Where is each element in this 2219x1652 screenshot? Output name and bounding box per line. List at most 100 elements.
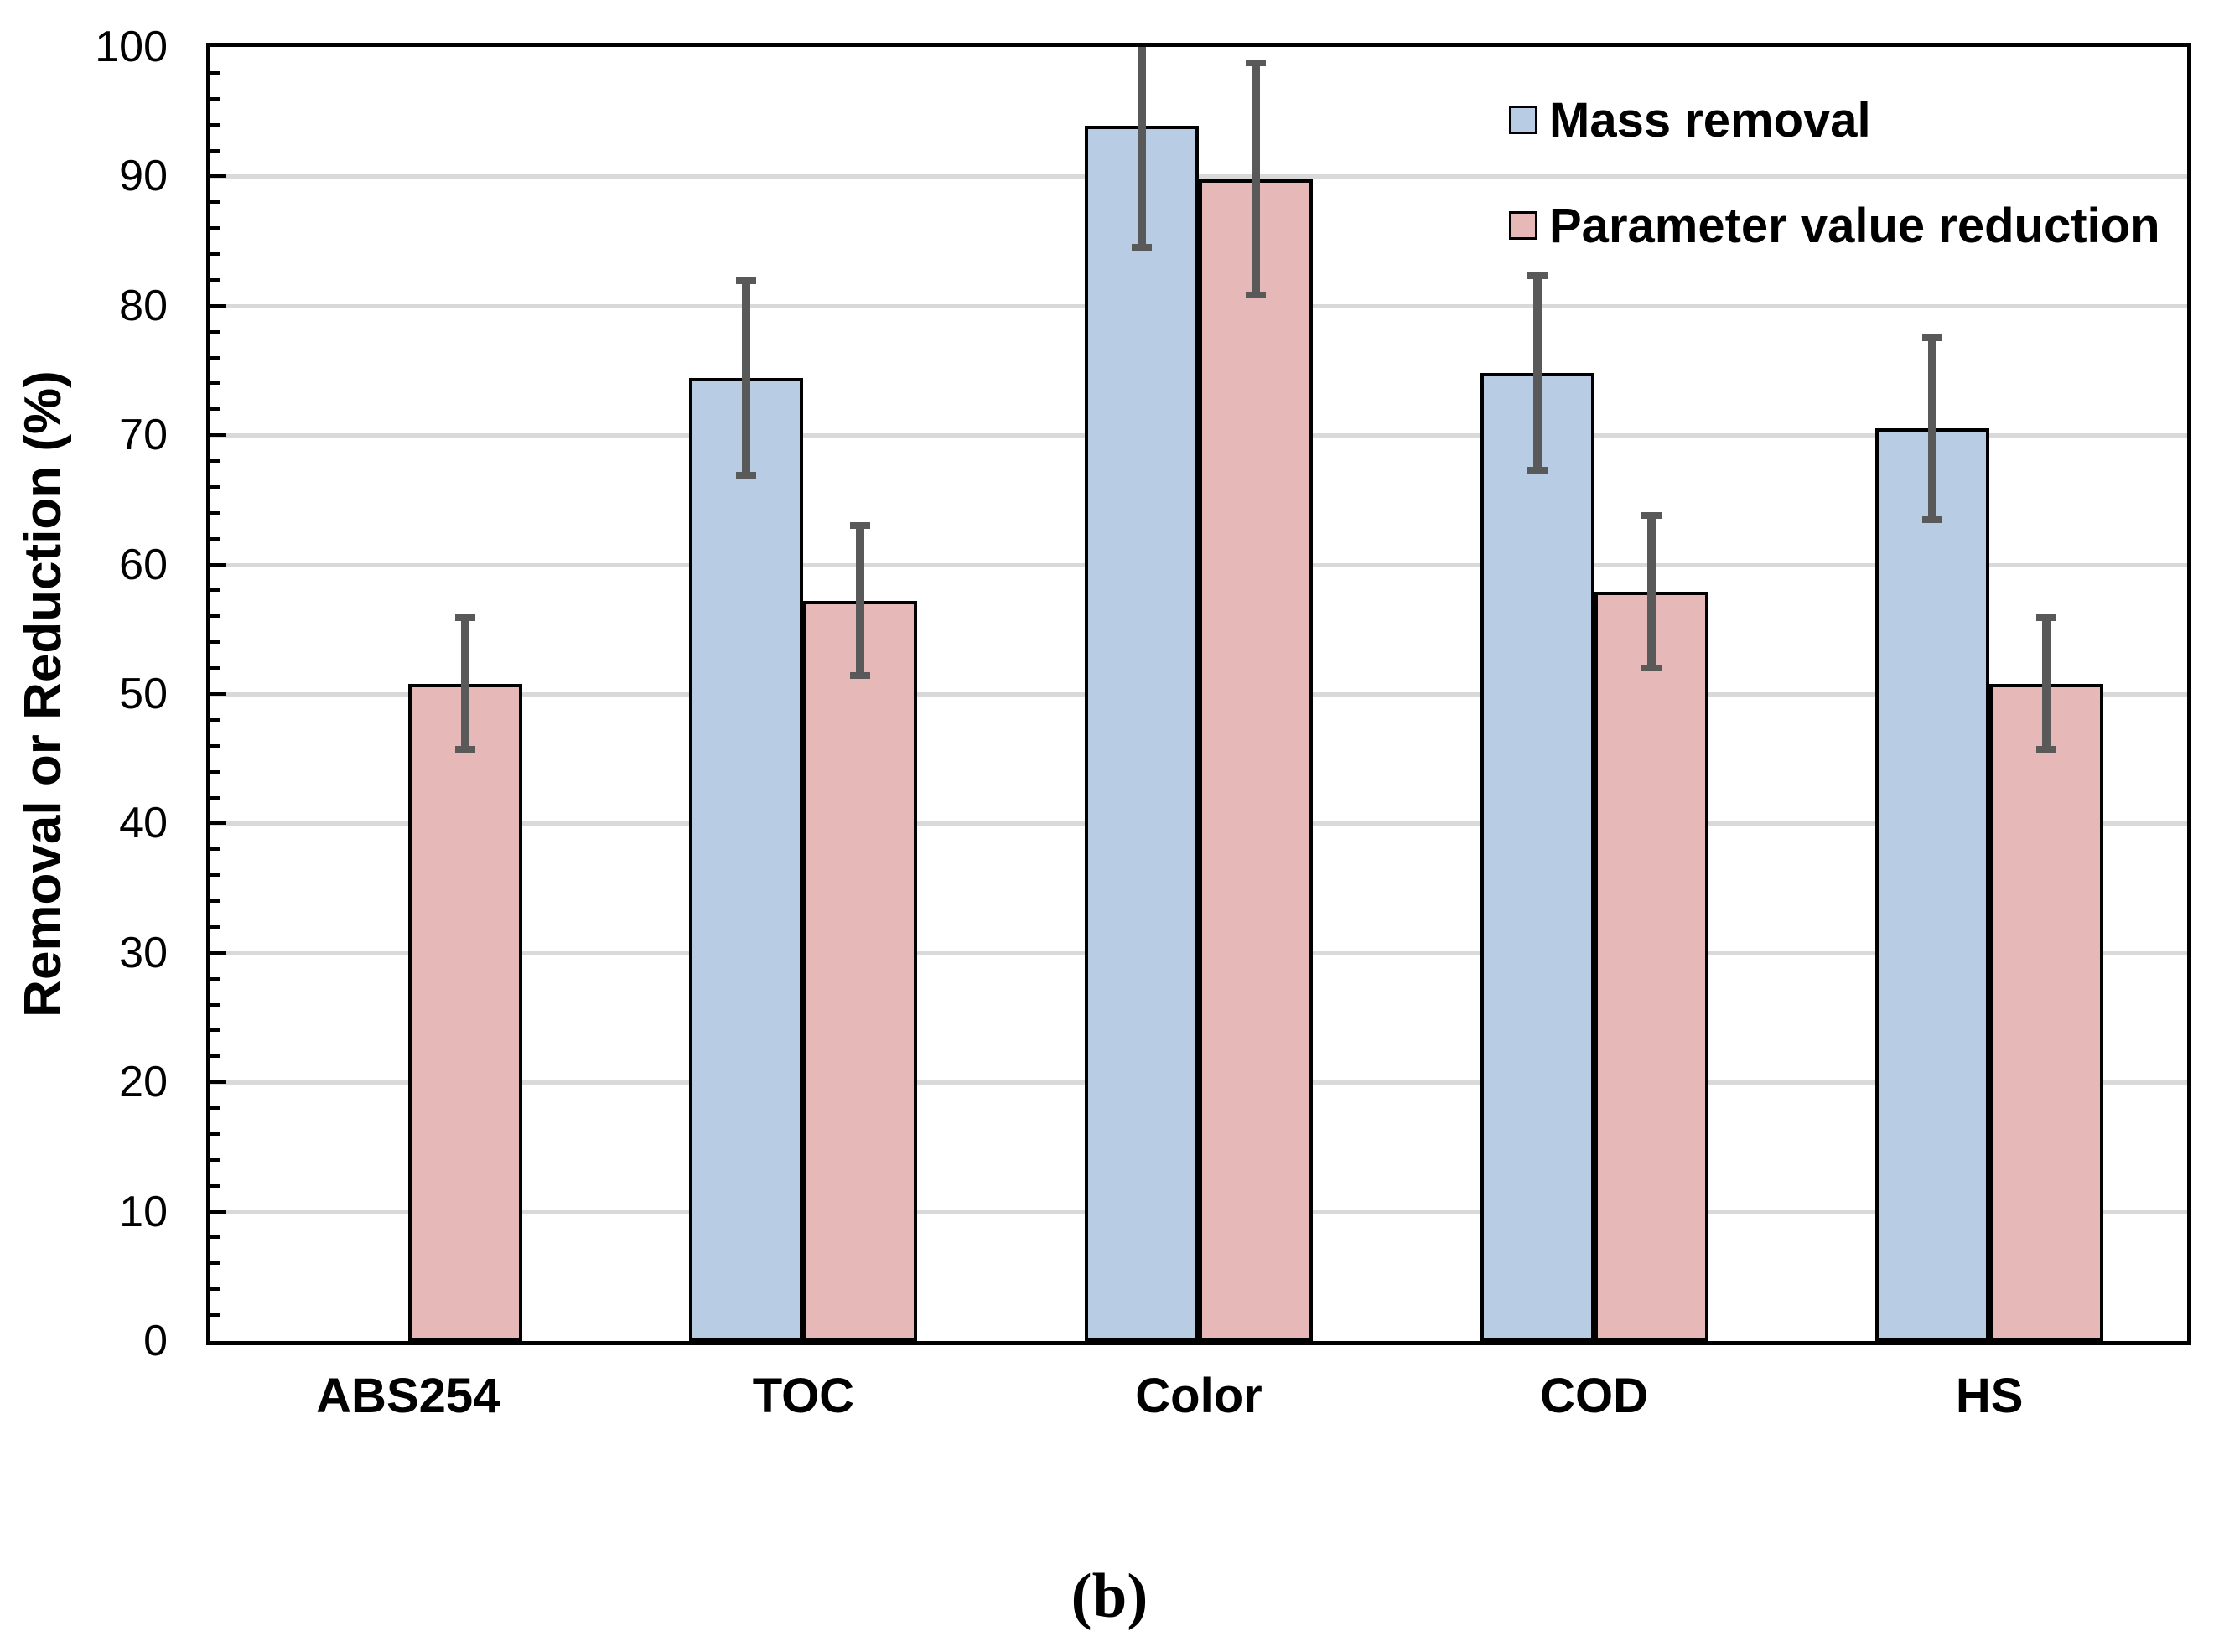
y-axis-minor-tick [210,847,220,852]
y-axis-tick-label: 10 [119,1187,168,1236]
y-axis-minor-tick [210,226,220,230]
y-axis-major-tick [210,1080,226,1085]
error-bar-parameter-value-reduction-abs254 [460,617,469,750]
error-bar-bottom-cap [454,746,475,753]
y-axis-minor-tick [210,1261,220,1266]
error-bar-bottom-cap [1922,515,1943,523]
y-axis-minor-tick [210,355,220,360]
y-axis-minor-tick [210,484,220,489]
error-bar-top-cap [454,614,475,621]
y-axis-major-tick [210,692,226,696]
y-axis-minor-tick [210,1028,220,1033]
y-axis-tick-label: 50 [119,670,168,718]
error-bar-parameter-value-reduction-cod [1646,515,1656,669]
y-axis-major-tick [210,433,226,438]
x-axis-category-label: HS [1955,1369,2024,1423]
y-axis-tick-label: 0 [143,1317,168,1365]
error-bar-bottom-cap [736,472,757,479]
bar-mass-removal-hs [1875,428,1990,1341]
error-bar-mass-removal-toc [742,281,751,476]
y-axis-minor-tick [210,666,220,671]
y-axis-minor-tick [210,200,220,205]
plot-area [206,43,2191,1345]
error-bar-parameter-value-reduction-toc [856,526,865,676]
legend-entry-mass-removal: Mass removal [1509,89,2160,151]
y-axis-tick-label: 90 [119,152,168,201]
error-bar-parameter-value-reduction-hs [2042,617,2051,750]
y-axis-minor-tick [210,148,220,153]
y-axis-tick-label: 40 [119,799,168,848]
bar-mass-removal-toc [689,378,804,1341]
y-axis-minor-tick [210,1054,220,1059]
y-axis-minor-tick [210,252,220,256]
y-axis-minor-tick [210,899,220,904]
y-axis-minor-tick [210,717,220,722]
y-axis-minor-tick [210,924,220,929]
x-axis-category-label: COD [1540,1369,1649,1423]
error-bar-top-cap [2036,614,2057,621]
y-axis-minor-tick [210,873,220,878]
y-axis-minor-tick [210,1235,220,1240]
error-bar-top-cap [850,522,871,530]
y-axis-major-tick [210,562,226,567]
figure-caption: (b) [1071,1561,1148,1631]
y-axis-minor-tick [210,1183,220,1188]
error-bar-mass-removal-hs [1928,338,1937,520]
y-axis-tick-label: 70 [119,411,168,460]
legend-label-parameter-value-reduction: Parameter value reduction [1549,198,2160,253]
error-bar-bottom-cap [1641,665,1662,672]
y-axis-minor-tick [210,1287,220,1292]
y-axis-tick-label: 60 [119,540,168,589]
y-axis-major-tick [210,303,226,308]
y-axis-minor-tick [210,1002,220,1007]
y-axis-minor-tick [210,1313,220,1318]
legend-swatch-mass-removal-icon [1509,106,1537,134]
y-axis-minor-tick [210,407,220,412]
y-axis-major-tick [210,821,226,826]
y-axis-tick-label: 100 [95,23,168,71]
error-bar-bottom-cap [850,672,871,680]
error-bar-top-cap [1922,334,1943,342]
y-axis-minor-tick [210,1132,220,1136]
bar-mass-removal-color [1085,126,1199,1341]
y-axis-major-tick [210,950,226,955]
error-bar-top-cap [736,277,757,285]
bar-parameter-value-reduction-cod [1594,592,1708,1341]
error-bar-top-cap [1527,272,1548,280]
y-axis-tick-label: 80 [119,281,168,330]
y-axis-minor-tick [210,614,220,619]
y-axis-minor-tick [210,122,220,127]
y-axis-minor-tick [210,743,220,748]
bar-parameter-value-reduction-color [1199,179,1313,1341]
y-axis-minor-tick [210,96,220,101]
bar-parameter-value-reduction-toc [803,600,918,1341]
y-axis-minor-tick [210,459,220,463]
error-bar-top-cap [1641,511,1662,519]
y-axis-minor-tick [210,1157,220,1162]
bar-parameter-value-reduction-abs254 [407,683,522,1341]
y-axis-minor-tick [210,510,220,515]
error-bar-parameter-value-reduction-color [1252,62,1260,296]
bar-parameter-value-reduction-hs [1989,683,2104,1341]
legend: Mass removal Parameter value reduction [1509,89,2160,300]
y-axis-minor-tick [210,769,220,774]
error-bar-mass-removal-color [1138,47,1146,248]
error-bar-mass-removal-cod [1532,276,1542,470]
x-axis-category-label: TOC [752,1369,855,1423]
legend-entry-parameter-value-reduction: Parameter value reduction [1509,194,2160,256]
y-axis-tick-label: 20 [119,1058,168,1107]
x-axis-category-label: Color [1135,1369,1262,1423]
y-axis-minor-tick [210,536,220,541]
gridline-90 [210,174,2187,179]
error-bar-bottom-cap [1246,292,1266,299]
error-bar-top-cap [1246,59,1266,66]
bar-mass-removal-cod [1480,373,1594,1341]
y-axis-tick-label: 30 [119,928,168,977]
error-bar-bottom-cap [1132,244,1152,251]
y-axis-minor-tick [210,277,220,282]
legend-swatch-parameter-value-reduction-icon [1509,211,1537,240]
error-bar-bottom-cap [1527,466,1548,474]
y-axis-minor-tick [210,976,220,981]
y-axis-minor-tick [210,795,220,800]
